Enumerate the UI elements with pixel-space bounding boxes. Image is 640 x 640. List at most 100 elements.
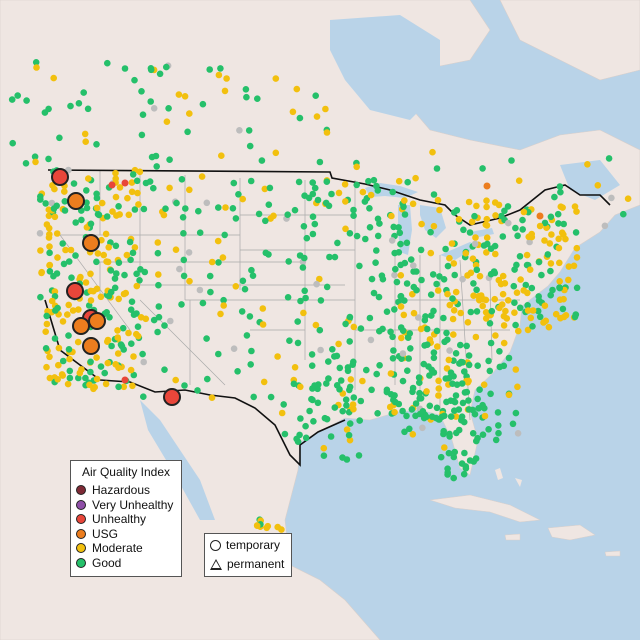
- monitor-marker[interactable]: [505, 391, 513, 399]
- monitor-marker[interactable]: [294, 339, 302, 347]
- monitor-marker[interactable]: [427, 228, 434, 236]
- monitor-marker[interactable]: [331, 253, 339, 261]
- monitor-marker[interactable]: [514, 232, 521, 240]
- monitor-marker[interactable]: [265, 201, 273, 208]
- monitor-marker[interactable]: [427, 249, 435, 257]
- monitor-marker[interactable]: [51, 213, 59, 221]
- monitor-marker[interactable]: [131, 244, 139, 251]
- monitor-marker[interactable]: [349, 361, 357, 369]
- monitor-marker[interactable]: [399, 377, 407, 385]
- monitor-marker[interactable]: [108, 342, 115, 350]
- monitor-marker[interactable]: [64, 311, 71, 318]
- monitor-marker[interactable]: [389, 333, 396, 341]
- monitor-marker[interactable]: [430, 191, 438, 198]
- monitor-marker[interactable]: [214, 237, 222, 245]
- monitor-marker[interactable]: [487, 245, 495, 252]
- monitor-marker[interactable]: [294, 318, 302, 325]
- monitor-marker[interactable]: [314, 399, 322, 407]
- monitor-marker[interactable]: [140, 205, 148, 213]
- monitor-marker[interactable]: [327, 433, 335, 440]
- monitor-marker[interactable]: [541, 302, 549, 310]
- monitor-marker[interactable]: [124, 194, 131, 202]
- monitor-marker[interactable]: [483, 197, 490, 204]
- monitor-marker[interactable]: [308, 395, 315, 403]
- monitor-marker[interactable]: [450, 209, 458, 216]
- monitor-marker[interactable]: [350, 405, 357, 413]
- monitor-marker[interactable]: [353, 181, 361, 189]
- monitor-marker[interactable]: [391, 271, 398, 279]
- monitor-marker[interactable]: [297, 415, 304, 422]
- monitor-marker[interactable]: [253, 522, 261, 529]
- monitor-marker[interactable]: [501, 280, 509, 287]
- monitor-marker[interactable]: [115, 259, 123, 267]
- monitor-marker[interactable]: [161, 366, 168, 374]
- monitor-marker[interactable]: [401, 197, 408, 204]
- monitor-marker[interactable]: [433, 404, 441, 412]
- monitor-marker[interactable]: [329, 346, 336, 353]
- monitor-marker[interactable]: [430, 222, 438, 230]
- monitor-marker[interactable]: [56, 134, 63, 142]
- monitor-marker[interactable]: [107, 267, 115, 274]
- monitor-marker[interactable]: [208, 258, 216, 266]
- monitor-marker[interactable]: [556, 259, 563, 267]
- monitor-marker[interactable]: [517, 276, 524, 283]
- monitor-marker[interactable]: [311, 184, 319, 192]
- monitor-marker[interactable]: [291, 206, 299, 214]
- monitor-marker[interactable]: [512, 224, 519, 232]
- temporary-monitor-marker[interactable]: [51, 168, 69, 186]
- monitor-marker[interactable]: [284, 294, 292, 301]
- monitor-marker[interactable]: [536, 313, 544, 321]
- monitor-marker[interactable]: [349, 401, 357, 408]
- monitor-marker[interactable]: [407, 256, 415, 263]
- monitor-marker[interactable]: [558, 229, 566, 236]
- monitor-marker[interactable]: [150, 184, 157, 192]
- monitor-marker[interactable]: [289, 108, 297, 116]
- monitor-marker[interactable]: [412, 400, 420, 407]
- monitor-marker[interactable]: [103, 309, 110, 316]
- monitor-marker[interactable]: [323, 283, 331, 291]
- monitor-marker[interactable]: [476, 296, 483, 304]
- monitor-marker[interactable]: [42, 200, 49, 207]
- monitor-marker[interactable]: [291, 364, 299, 371]
- monitor-marker[interactable]: [350, 212, 357, 219]
- monitor-marker[interactable]: [59, 372, 66, 379]
- monitor-marker[interactable]: [101, 369, 108, 377]
- monitor-marker[interactable]: [130, 353, 137, 360]
- monitor-marker[interactable]: [196, 286, 204, 294]
- monitor-marker[interactable]: [556, 284, 563, 292]
- monitor-marker[interactable]: [495, 201, 503, 209]
- monitor-marker[interactable]: [398, 334, 405, 342]
- monitor-marker[interactable]: [176, 265, 183, 273]
- monitor-marker[interactable]: [121, 65, 129, 72]
- monitor-marker[interactable]: [134, 332, 142, 340]
- monitor-marker[interactable]: [476, 386, 483, 394]
- monitor-marker[interactable]: [545, 323, 553, 331]
- monitor-marker[interactable]: [175, 91, 183, 98]
- monitor-marker[interactable]: [485, 426, 492, 433]
- monitor-marker[interactable]: [50, 74, 57, 82]
- monitor-marker[interactable]: [409, 290, 416, 298]
- monitor-marker[interactable]: [53, 230, 61, 237]
- monitor-marker[interactable]: [83, 204, 91, 212]
- monitor-marker[interactable]: [93, 354, 100, 361]
- monitor-marker[interactable]: [433, 280, 440, 288]
- monitor-marker[interactable]: [67, 102, 74, 110]
- monitor-marker[interactable]: [524, 326, 532, 334]
- monitor-markers[interactable]: [8, 59, 632, 533]
- monitor-marker[interactable]: [335, 340, 342, 348]
- monitor-marker[interactable]: [386, 403, 394, 411]
- monitor-marker[interactable]: [350, 323, 358, 331]
- monitor-marker[interactable]: [437, 453, 445, 461]
- monitor-marker[interactable]: [106, 314, 113, 321]
- monitor-marker[interactable]: [397, 240, 404, 248]
- monitor-marker[interactable]: [495, 429, 502, 437]
- monitor-marker[interactable]: [417, 246, 425, 254]
- monitor-marker[interactable]: [258, 157, 266, 164]
- monitor-marker[interactable]: [328, 190, 335, 198]
- monitor-marker[interactable]: [546, 240, 554, 247]
- monitor-marker[interactable]: [466, 229, 474, 236]
- monitor-marker[interactable]: [450, 307, 458, 314]
- monitor-marker[interactable]: [510, 282, 518, 290]
- monitor-marker[interactable]: [474, 362, 482, 370]
- monitor-marker[interactable]: [555, 235, 562, 243]
